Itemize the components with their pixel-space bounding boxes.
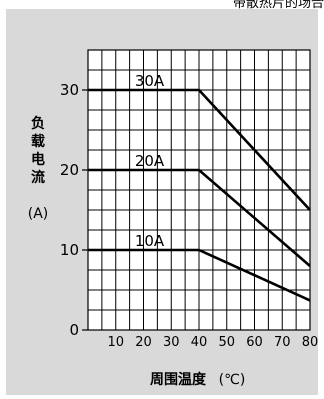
y-axis-label-char: 电 — [31, 151, 45, 168]
y-axis-label-char: 流 — [31, 169, 45, 186]
series-line — [88, 168, 311, 267]
x-tick-label: 40 — [191, 335, 208, 350]
x-axis-unit: (℃) — [219, 372, 246, 388]
y-tick-label: 0 — [69, 321, 79, 339]
y-tick-label: 30 — [60, 81, 79, 99]
x-axis-label: 周围温度 — [150, 371, 207, 388]
y-tick-label: 20 — [60, 161, 79, 179]
plot-border — [87, 49, 311, 331]
series-line — [88, 88, 311, 211]
series-line — [88, 248, 311, 302]
x-tick-label: 10 — [107, 335, 124, 350]
x-tick-label: 30 — [163, 335, 180, 350]
series-label: 30A — [135, 72, 165, 90]
y-axis-label-char: 负 — [31, 115, 45, 132]
series-label: 20A — [135, 152, 165, 170]
series-label: 10A — [135, 232, 165, 250]
header-strip — [0, 0, 324, 9]
x-tick-label: 60 — [246, 335, 263, 350]
x-tick-label: 80 — [302, 335, 319, 350]
y-axis-label-char: 载 — [31, 133, 45, 150]
x-tick-label: 20 — [135, 335, 152, 350]
x-tick-label: 70 — [274, 335, 291, 350]
y-axis-unit: (A) — [28, 206, 49, 222]
header-caption-fragment: 带散热片的场合 — [233, 0, 324, 11]
x-tick-label: 50 — [218, 335, 235, 350]
y-tick-label: 10 — [60, 241, 79, 259]
